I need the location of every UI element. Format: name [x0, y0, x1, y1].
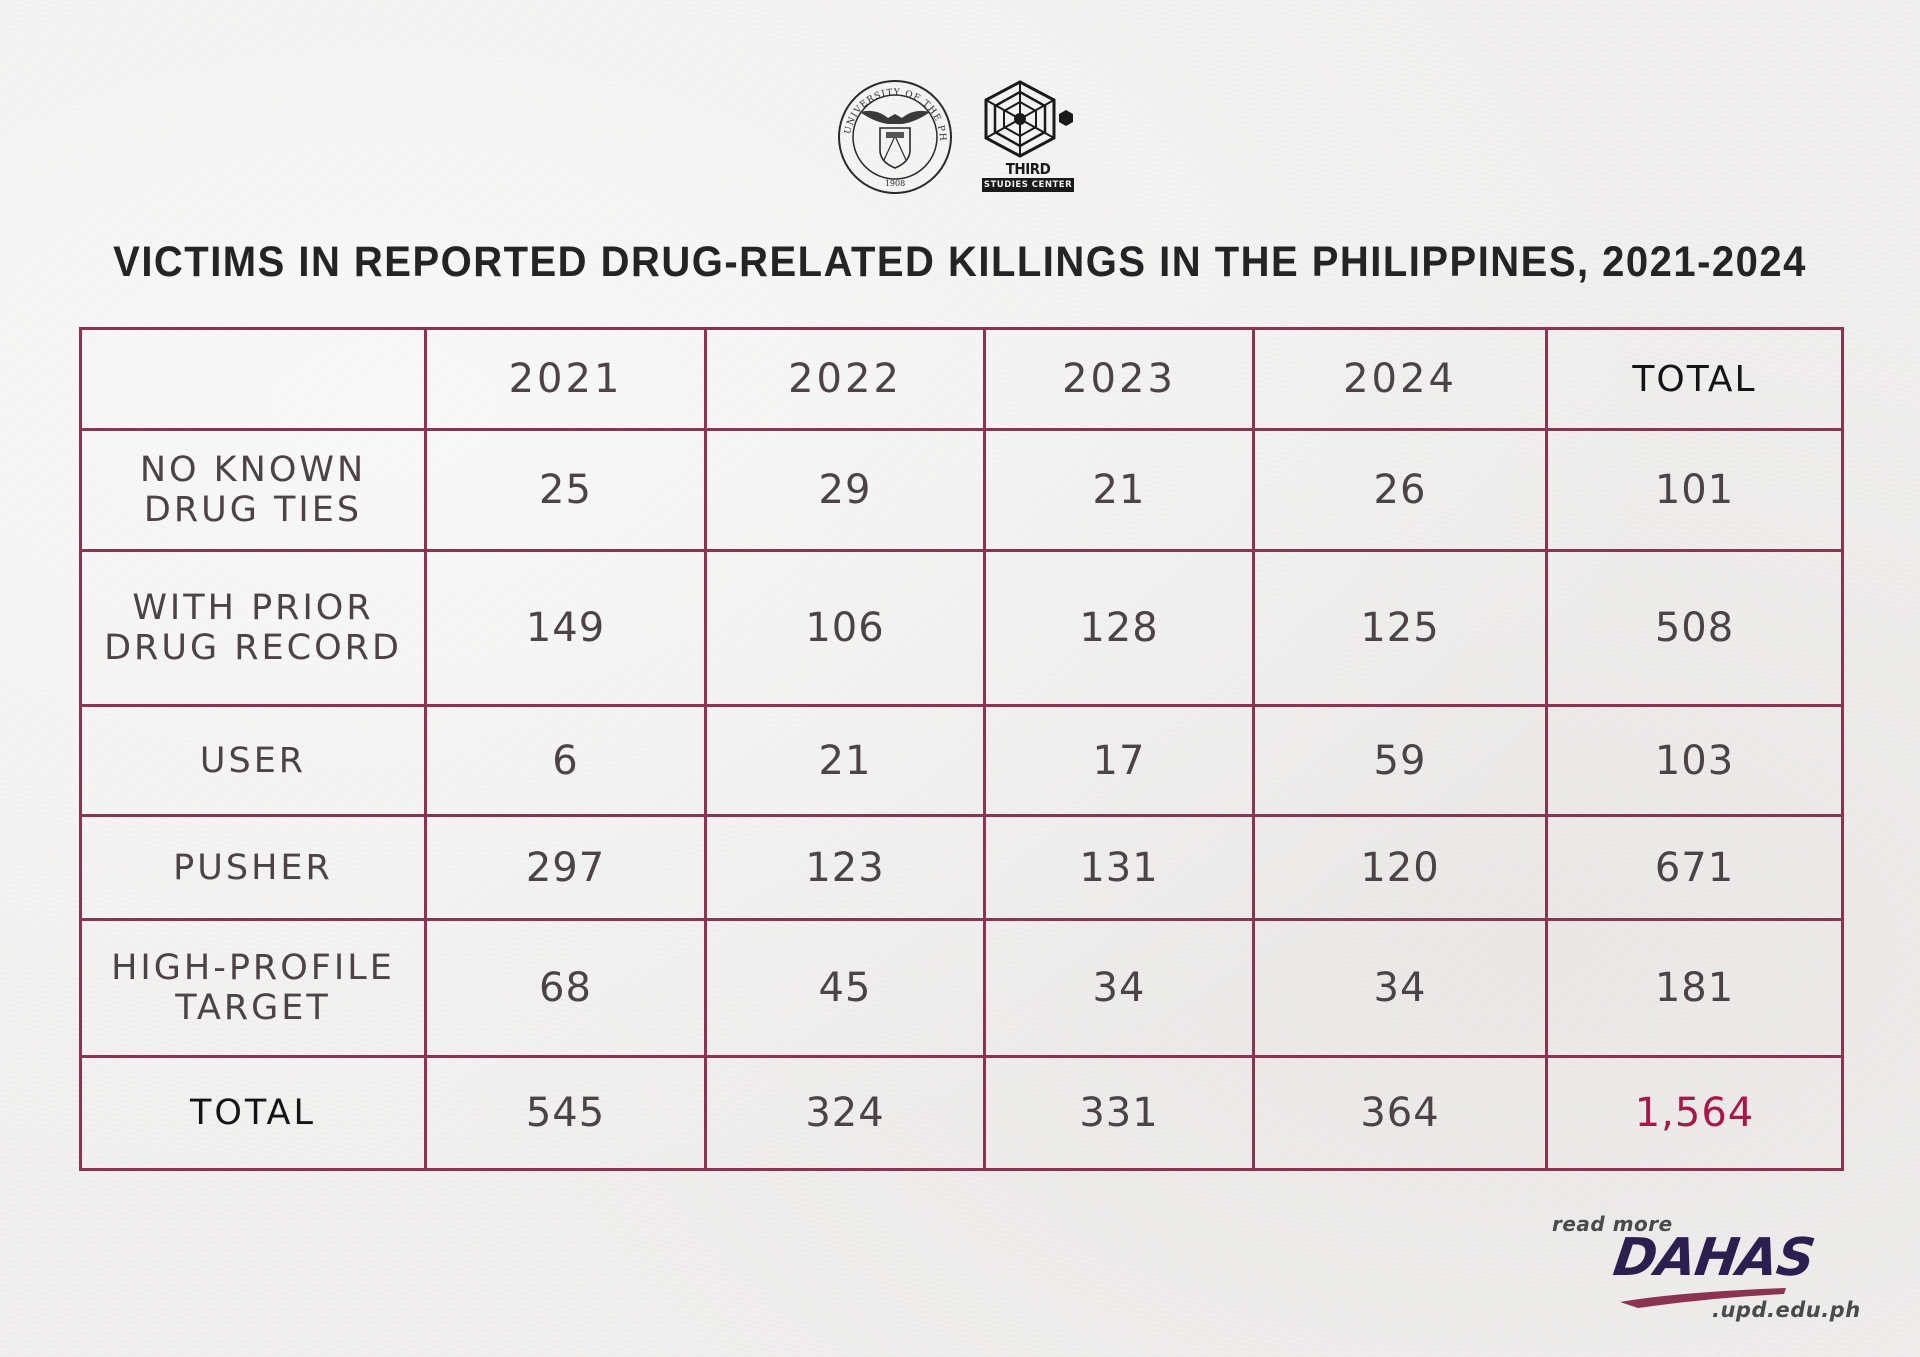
twsc-subtitle: STUDIES CENTER [982, 178, 1074, 192]
cell-row-total: 181 [1545, 918, 1844, 1058]
header-2023: 2023 [983, 327, 1255, 431]
university-seal-icon: UNIVERSITY OF THE PHILIPPINES 1908 [836, 78, 952, 194]
header-row: 2021 2022 2023 2024 TOTAL [79, 327, 1844, 431]
cell-value: 6 [424, 704, 707, 817]
cell-value: 106 [704, 549, 986, 707]
table-row: NO KNOWN DRUG TIES 25 29 21 26 101 [79, 428, 1844, 552]
cell-column-total: 364 [1252, 1055, 1548, 1171]
header-2024: 2024 [1252, 327, 1548, 431]
table-row: WITH PRIOR DRUG RECORD 149 106 128 125 5… [79, 549, 1844, 707]
twsc-logo: THIRD WORLD STUDIES CENTER [978, 80, 1078, 196]
cell-value: 149 [424, 549, 707, 707]
cell-column-total: 545 [424, 1055, 707, 1171]
cell-value: 34 [1252, 918, 1548, 1058]
cell-value: 29 [704, 428, 986, 552]
total-row: TOTAL 545 324 331 364 1,564 [79, 1055, 1844, 1171]
row-label: NO KNOWN DRUG TIES [79, 428, 427, 552]
data-table: 2021 2022 2023 2024 TOTAL NO KNOWN DRUG … [79, 327, 1844, 1171]
table-row: PUSHER 297 123 131 120 671 [79, 814, 1844, 921]
cell-value: 17 [983, 704, 1255, 817]
header-empty [79, 327, 427, 431]
domain-label: .upd.edu.ph [1712, 1298, 1861, 1322]
svg-text:1908: 1908 [885, 179, 905, 188]
cell-column-total: 324 [704, 1055, 986, 1171]
cell-value: 125 [1252, 549, 1548, 707]
cell-value: 123 [704, 814, 986, 921]
brush-stroke-icon [1620, 1288, 1786, 1308]
cell-value: 297 [424, 814, 707, 921]
row-label: HIGH-PROFILE TARGET [79, 918, 427, 1058]
cell-value: 68 [424, 918, 707, 1058]
cell-value: 59 [1252, 704, 1548, 817]
cell-row-total: 103 [1545, 704, 1844, 817]
grand-total: 1,564 [1545, 1055, 1844, 1171]
cell-row-total: 508 [1545, 549, 1844, 707]
page-title: VICTIMS IN REPORTED DRUG-RELATED KILLING… [113, 238, 1807, 286]
cell-row-total: 671 [1545, 814, 1844, 921]
header-2021: 2021 [424, 327, 707, 431]
cell-value: 34 [983, 918, 1255, 1058]
header-2022: 2022 [704, 327, 986, 431]
cell-value: 26 [1252, 428, 1548, 552]
cell-row-total: 101 [1545, 428, 1844, 552]
cell-value: 45 [704, 918, 986, 1058]
row-label-total: TOTAL [79, 1055, 427, 1171]
dahas-logo: DAHAS [1609, 1228, 1818, 1288]
row-label: PUSHER [79, 814, 427, 921]
cell-column-total: 331 [983, 1055, 1255, 1171]
dahas-link[interactable]: read more DAHAS .upd.edu.ph [1548, 1210, 1868, 1330]
cell-value: 21 [704, 704, 986, 817]
header-total: TOTAL [1545, 327, 1844, 431]
read-more-label: read more [1552, 1212, 1673, 1236]
table-row: USER 6 21 17 59 103 [79, 704, 1844, 817]
row-label: WITH PRIOR DRUG RECORD [79, 549, 427, 707]
cell-value: 21 [983, 428, 1255, 552]
header-logos: UNIVERSITY OF THE PHILIPPINES 1908 THIRD… [836, 76, 1086, 198]
cell-value: 131 [983, 814, 1255, 921]
cell-value: 128 [983, 549, 1255, 707]
row-label: USER [79, 704, 427, 817]
cell-value: 120 [1252, 814, 1548, 921]
cell-value: 25 [424, 428, 707, 552]
table-row: HIGH-PROFILE TARGET 68 45 34 34 181 [79, 918, 1844, 1058]
hexagon-web-icon [984, 80, 1073, 158]
